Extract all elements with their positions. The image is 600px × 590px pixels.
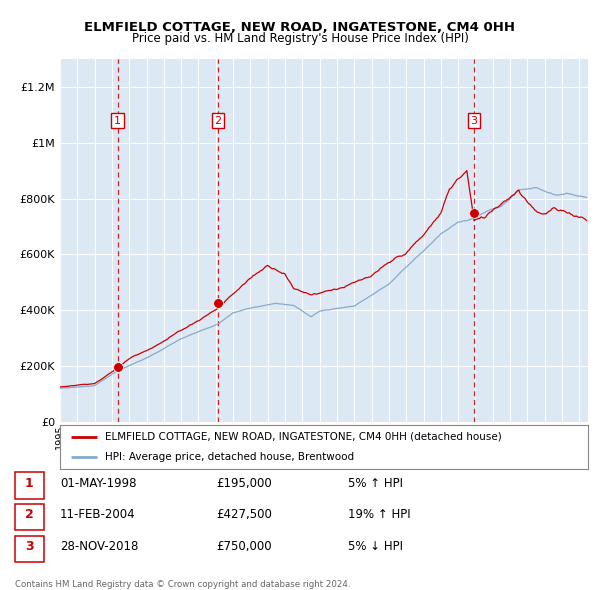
Text: 1: 1 — [114, 116, 121, 126]
Text: 5% ↑ HPI: 5% ↑ HPI — [348, 477, 403, 490]
Text: ELMFIELD COTTAGE, NEW ROAD, INGATESTONE, CM4 0HH: ELMFIELD COTTAGE, NEW ROAD, INGATESTONE,… — [85, 21, 515, 34]
Text: £195,000: £195,000 — [216, 477, 272, 490]
Text: Contains HM Land Registry data © Crown copyright and database right 2024.
This d: Contains HM Land Registry data © Crown c… — [15, 581, 350, 590]
FancyBboxPatch shape — [15, 536, 44, 562]
FancyBboxPatch shape — [15, 473, 44, 499]
Text: 5% ↓ HPI: 5% ↓ HPI — [348, 540, 403, 553]
Text: 3: 3 — [470, 116, 478, 126]
Text: Price paid vs. HM Land Registry's House Price Index (HPI): Price paid vs. HM Land Registry's House … — [131, 32, 469, 45]
Text: 19% ↑ HPI: 19% ↑ HPI — [348, 509, 410, 522]
Text: 1: 1 — [25, 477, 34, 490]
Text: 01-MAY-1998: 01-MAY-1998 — [60, 477, 137, 490]
Text: 28-NOV-2018: 28-NOV-2018 — [60, 540, 139, 553]
Text: 2: 2 — [214, 116, 221, 126]
Text: £750,000: £750,000 — [216, 540, 272, 553]
Text: ELMFIELD COTTAGE, NEW ROAD, INGATESTONE, CM4 0HH (detached house): ELMFIELD COTTAGE, NEW ROAD, INGATESTONE,… — [105, 432, 502, 442]
Text: 3: 3 — [25, 540, 34, 553]
Text: 11-FEB-2004: 11-FEB-2004 — [60, 509, 136, 522]
Text: HPI: Average price, detached house, Brentwood: HPI: Average price, detached house, Bren… — [105, 452, 354, 462]
Text: 2: 2 — [25, 509, 34, 522]
Text: £427,500: £427,500 — [216, 509, 272, 522]
FancyBboxPatch shape — [15, 504, 44, 530]
